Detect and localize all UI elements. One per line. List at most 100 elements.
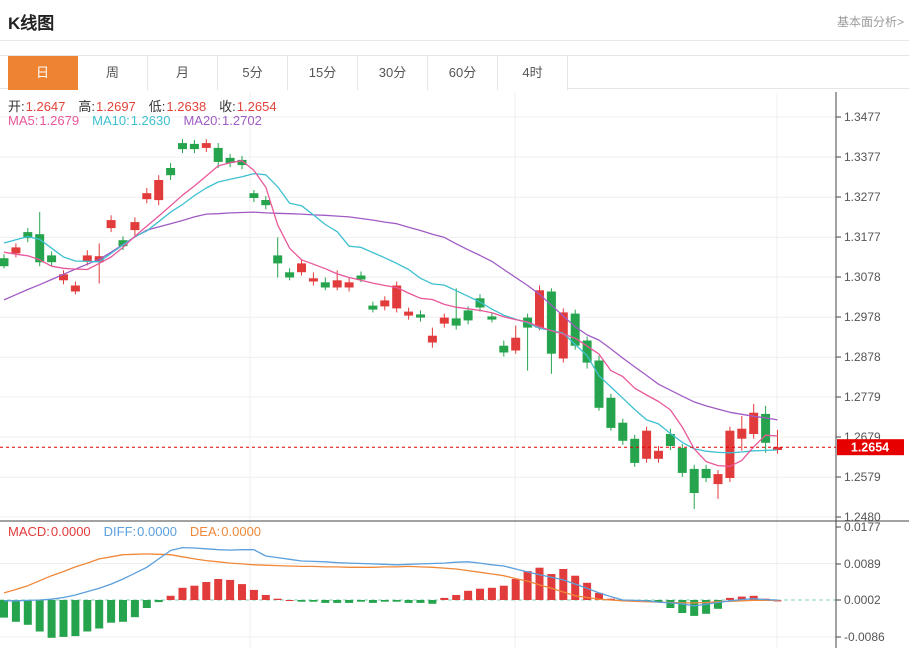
candle-body (606, 397, 616, 428)
candle-body (404, 311, 414, 316)
legend-label: 低: (148, 99, 166, 114)
diff-line (4, 546, 778, 607)
y-axis-label: 1.3377 (844, 150, 881, 164)
macd-bar (725, 597, 734, 600)
y-axis-label: 1.2978 (844, 310, 881, 324)
ohlc-readout: 开:1.2647 高:1.2697 低:1.2638 收:1.2654 (8, 96, 290, 115)
legend-group: 开:1.2647 (8, 99, 65, 114)
macd-bar (380, 600, 389, 602)
candle-body (320, 282, 330, 288)
macd-bar (130, 600, 139, 618)
legend-value: 1.2679 (39, 113, 80, 128)
candle-body (273, 255, 283, 264)
candle-body (630, 438, 640, 463)
candle-body (773, 447, 782, 450)
candle-body (701, 468, 711, 479)
fundamental-analysis-link[interactable]: 基本面分析> (836, 15, 904, 29)
macd-bar (416, 600, 425, 603)
candle-body (689, 468, 699, 493)
macd-bar (190, 585, 199, 600)
candle-body (82, 255, 92, 262)
macd-bar (702, 600, 711, 614)
candle-body (546, 291, 556, 354)
macd-bar (559, 569, 568, 600)
macd-bar (404, 600, 413, 603)
y-axis-label: -0.0086 (844, 630, 885, 644)
legend-value: 1.2654 (236, 99, 277, 114)
candle-body (249, 193, 259, 198)
macd-bar (142, 600, 151, 608)
candle-body (59, 274, 68, 281)
macd-bar (535, 567, 544, 600)
macd-bar (714, 600, 722, 609)
legend-value: 1.2638 (166, 99, 207, 114)
candle-body (451, 318, 461, 326)
macd-bar (107, 600, 116, 623)
candle-body (618, 422, 628, 441)
macd-bar (654, 600, 663, 603)
legend-value: 0.0000 (137, 524, 177, 539)
macd-bar (202, 582, 211, 600)
macd-bar (678, 600, 687, 613)
tab-日[interactable]: 日 (8, 56, 78, 90)
macd-readout: MACD:0.0000 DIFF:0.0000 DEA:0.0000 (8, 524, 274, 539)
candle-body (332, 280, 342, 288)
macd-bar (428, 600, 437, 604)
macd-bar (737, 596, 746, 600)
macd-bar (47, 600, 56, 638)
legend-value: 0.0000 (50, 524, 91, 539)
y-axis-label: 0.0002 (844, 593, 881, 607)
tab-4时[interactable]: 4时 (498, 56, 568, 90)
candle-body (356, 275, 366, 280)
candle-body (166, 168, 176, 176)
legend-label: 收: (219, 99, 236, 114)
tab-月[interactable]: 月 (148, 56, 218, 90)
macd-bar (273, 598, 282, 600)
legend-label: 开: (8, 99, 25, 114)
ma5-line (3, 160, 778, 468)
macd-bar (166, 595, 175, 600)
last-price-tag (837, 439, 904, 456)
macd-bar (547, 574, 556, 600)
macd-bar (571, 575, 580, 600)
candle-body (106, 220, 116, 229)
candle-body (213, 147, 223, 162)
candle-body (392, 285, 402, 309)
macd-bar (119, 600, 127, 622)
macd-bar (11, 600, 20, 622)
legend-group: 收:1.2654 (219, 99, 276, 114)
tab-60分[interactable]: 60分 (428, 56, 498, 90)
candle-body (201, 143, 211, 148)
y-axis-label: 1.3477 (844, 110, 881, 124)
tab-5分[interactable]: 5分 (218, 56, 288, 90)
candle-body (427, 335, 437, 343)
candle-body (713, 474, 723, 485)
candle-body (189, 143, 199, 150)
legend-label: 高: (78, 99, 96, 114)
macd-bar (511, 579, 520, 600)
candle-body (237, 159, 247, 166)
legend-value: 1.2702 (222, 113, 262, 128)
tab-15分[interactable]: 15分 (288, 56, 358, 90)
legend-label: DEA: (189, 524, 221, 539)
candle-body (654, 450, 663, 459)
macd-bar (392, 600, 401, 602)
tab-周[interactable]: 周 (78, 56, 148, 90)
period-tabbar: 日周月 5分 15分 30分 60分 4时 (0, 55, 909, 90)
legend-value: 0.0000 (221, 524, 262, 539)
macd-bar (321, 600, 330, 603)
tab-30分[interactable]: 30分 (358, 56, 428, 90)
candle-body (582, 340, 592, 363)
macd-bar (333, 600, 342, 603)
legend-value: 1.2647 (25, 99, 66, 114)
candle-body (154, 180, 164, 201)
candle-body (344, 282, 354, 288)
legend-label: DIFF: (103, 524, 137, 539)
candle-body (11, 247, 21, 254)
macd-bar (297, 600, 306, 602)
macd-bar (749, 595, 758, 600)
legend-group: DIFF:0.0000 (104, 524, 177, 539)
legend-group: 高:1.2697 (78, 99, 135, 114)
y-axis-label: 1.2579 (844, 470, 881, 484)
